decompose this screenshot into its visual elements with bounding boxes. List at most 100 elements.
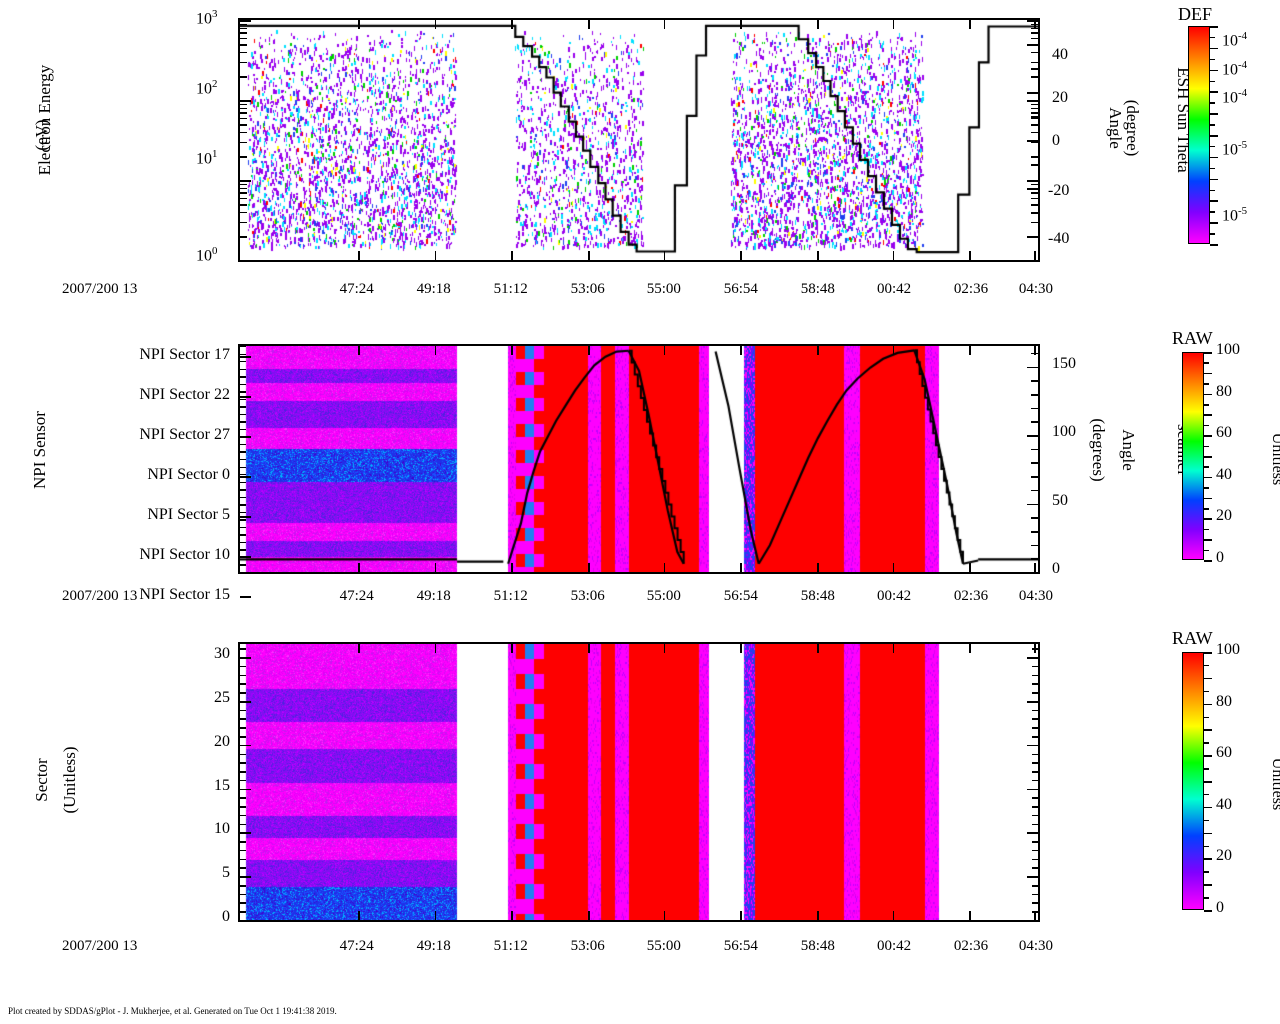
axis-tick [240, 832, 251, 834]
colorbar-raw-npi-gradient[interactable] [1182, 352, 1204, 560]
axis-tick [240, 788, 251, 791]
panel1-ytick-1: 100 [196, 245, 218, 265]
xtick-label-7: 00:42 [876, 938, 912, 954]
axis-tick [1031, 164, 1038, 166]
colorbar-def-tick-label-2: 10-4 [1222, 86, 1248, 107]
axis-tick [1032, 779, 1038, 782]
xtick-label-3: 53:06 [570, 938, 605, 954]
axis-tick [240, 61, 247, 64]
axis-tick [1034, 346, 1036, 355]
colorbar-raw-npi-title: RAW [1172, 328, 1213, 349]
axis-tick [240, 75, 247, 78]
panel1-plot-area[interactable] [240, 20, 1038, 260]
colorbar-def-tick-label-0: 10-4 [1222, 30, 1248, 50]
axis-tick [240, 221, 247, 224]
figure-footer: Plot created by SDDAS/gPlot - J. Mukherj… [8, 1006, 337, 1016]
axis-tick [663, 563, 666, 572]
axis-tick [740, 251, 742, 260]
colorbar-raw-npi-tick [1204, 508, 1209, 510]
axis-tick [740, 911, 742, 920]
axis-tick [240, 596, 251, 598]
axis-tick [240, 744, 251, 747]
axis-tick [240, 443, 246, 446]
axis-tick [816, 563, 819, 572]
colorbar-raw-sector-title: RAW [1172, 628, 1213, 649]
axis-tick [240, 496, 246, 499]
colorbar-raw-npi-tick [1204, 528, 1209, 531]
panel2-plot-area[interactable] [240, 346, 1038, 572]
axis-tick [240, 727, 246, 729]
axis-tick [240, 736, 246, 738]
axis-tick [1032, 849, 1038, 852]
axis-tick [240, 406, 246, 408]
axis-tick [240, 718, 246, 721]
axis-tick [240, 20, 251, 22]
colorbar-raw-sector-unit-text: Unitless [1269, 757, 1280, 811]
panel3-plot-area[interactable] [240, 644, 1038, 920]
axis-tick [816, 251, 819, 260]
axis-tick [1027, 435, 1038, 437]
colorbar-def-tick [1210, 156, 1218, 159]
xtick-label-1: 49:18 [416, 281, 451, 297]
axis-tick [511, 911, 513, 920]
p2area-spectrogram-canvas [240, 346, 1038, 572]
axis-tick [1032, 823, 1038, 826]
axis-tick [587, 251, 590, 260]
panel2-plot-frame [238, 344, 1040, 598]
panel1-xlabel-date: 2007/200 13 [62, 281, 137, 298]
axis-tick [1034, 20, 1036, 29]
panel2-ytick-label-2: NPI Sector 27 [139, 426, 230, 443]
colorbar-def-gradient[interactable] [1188, 26, 1210, 244]
colorbar-raw-sector-gradient[interactable] [1182, 652, 1204, 910]
axis-tick [1027, 366, 1038, 369]
colorbar-raw-sector-tick [1204, 742, 1209, 744]
axis-tick [240, 823, 246, 826]
colorbar-raw-npi-tick [1204, 539, 1212, 541]
colorbar-raw-sector: RAW 100 80 60 40 20 0 Unitless [1150, 610, 1280, 930]
colorbar-def-title: DEF [1178, 4, 1212, 25]
colorbar-def-tick-label-3: 10-5 [1222, 139, 1248, 159]
axis-tick [240, 519, 246, 521]
colorbar-raw-npi-label-0: 100 [1216, 341, 1240, 358]
axis-tick [240, 556, 251, 558]
axis-tick [1031, 407, 1038, 410]
colorbar-def-tick [1210, 222, 1218, 224]
axis-tick [1031, 131, 1038, 134]
colorbar-raw-npi-tick [1204, 560, 1212, 562]
axis-tick [240, 180, 251, 182]
axis-tick [240, 814, 246, 817]
colorbar-raw-sector-tick [1204, 781, 1212, 783]
axis-tick [1027, 180, 1038, 182]
axis-tick [434, 644, 437, 653]
axis-tick [816, 644, 819, 653]
xtick-label-8: 02:36 [953, 281, 989, 297]
axis-tick [240, 884, 246, 887]
colorbar-def-tick [1210, 200, 1218, 202]
axis-tick [240, 421, 246, 423]
axis-tick [240, 572, 246, 574]
colorbar-raw-npi-tick [1204, 456, 1212, 458]
axis-tick [1031, 197, 1038, 200]
panel1-ytick-100: 102 [196, 78, 218, 98]
axis-tick [240, 451, 246, 453]
axis-tick [240, 23, 247, 26]
axis-tick [587, 911, 590, 920]
axis-tick [1032, 674, 1038, 677]
axis-tick [1027, 876, 1038, 878]
axis-tick [240, 665, 246, 668]
colorbar-raw-sector-tick [1204, 664, 1209, 667]
axis-tick [240, 117, 247, 120]
axis-tick [1031, 61, 1038, 64]
panel1-y-unit-text: (eV) [32, 119, 51, 151]
axis-tick [240, 920, 251, 922]
axis-tick [240, 361, 246, 363]
axis-tick [240, 893, 246, 896]
colorbar-raw-sector-label-2: 60 [1216, 744, 1232, 762]
panel1-date-text: 2007/200 13 [62, 281, 138, 297]
axis-tick [240, 100, 251, 102]
xtick-label-4: 55:00 [646, 281, 681, 297]
panel2-y-axis-title: NPI Sensor [30, 411, 49, 489]
colorbar-def: DEF 10-410-410-410-510-5 ergs/(cm2 sr-se… [1150, 0, 1280, 280]
colorbar-raw-npi-tick [1204, 352, 1212, 354]
axis-tick [1031, 103, 1038, 106]
